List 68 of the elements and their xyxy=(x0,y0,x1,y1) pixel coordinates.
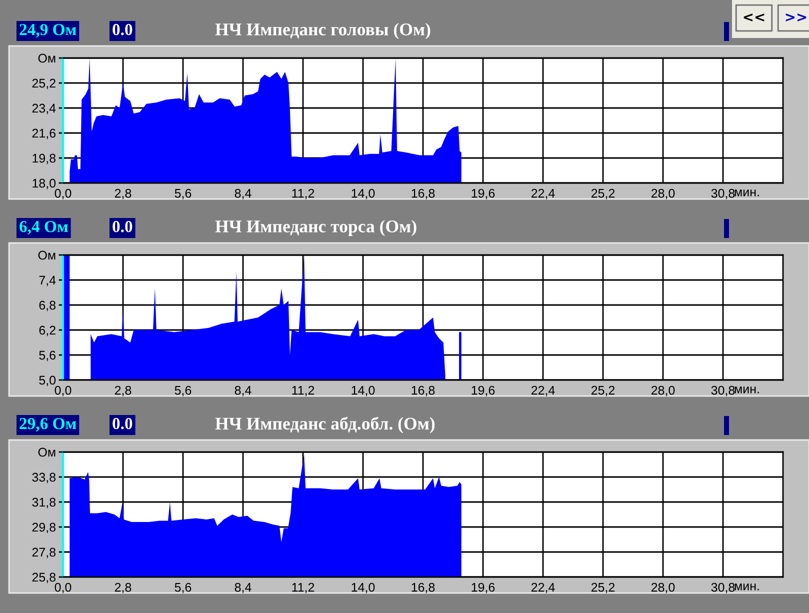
x-tick-label: 14,0 xyxy=(352,386,375,396)
x-tick-label: 2,8 xyxy=(114,386,132,396)
x-tick-label: 16,8 xyxy=(412,386,435,396)
y-tick-label: Ом xyxy=(38,250,56,260)
y-tick-label: 6,8 xyxy=(39,300,56,312)
text: 6,4 Ом xyxy=(20,220,68,235)
x-tick-label: 0,0 xyxy=(54,188,72,200)
chart-title: НЧ Импеданс головы (Ом) xyxy=(215,22,430,40)
y-tick-label: 5,6 xyxy=(39,350,56,362)
text: 0.0 xyxy=(112,418,132,430)
x-tick-label: 14,0 xyxy=(352,582,375,594)
x-tick-label: 2,8 xyxy=(114,188,132,200)
x-tick-label: 30,8 xyxy=(711,188,735,200)
x-tick-label: 28,0 xyxy=(651,582,675,594)
y-tick-label: 31,8 xyxy=(32,498,56,508)
x-tick-label: 5,6 xyxy=(174,386,192,396)
y-tick-label: 7,4 xyxy=(39,276,56,286)
x-tick-label: 25,2 xyxy=(591,188,615,200)
x-tick-label: 25,2 xyxy=(591,582,615,594)
text: >> xyxy=(786,14,806,22)
x-tick-label: 8,4 xyxy=(234,582,252,594)
x-tick-label: 16,8 xyxy=(412,582,435,594)
x-tick-label: 11,2 xyxy=(292,188,314,200)
x-axis-title: мин. xyxy=(734,386,759,394)
x-tick-label: 25,2 xyxy=(591,386,615,396)
x-tick-label: 30,8 xyxy=(711,582,735,594)
x-tick-label: 8,4 xyxy=(234,188,252,200)
text: << xyxy=(744,14,764,22)
x-tick-label: 5,6 xyxy=(174,188,192,200)
y-tick-label: 6,2 xyxy=(39,326,56,336)
x-tick-label: 19,6 xyxy=(472,386,495,396)
x-tick-label: 2,8 xyxy=(114,582,132,594)
text: 0.0 xyxy=(112,220,132,232)
x-axis-title: мин. xyxy=(734,190,759,196)
y-tick-label: 19,8 xyxy=(32,154,56,164)
y-tick-label: 29,8 xyxy=(32,522,56,534)
x-tick-label: 16,8 xyxy=(412,188,435,200)
y-tick-label: 25,8 xyxy=(32,572,56,584)
x-tick-label: 22,4 xyxy=(531,582,555,594)
x-tick-label: 11,2 xyxy=(292,582,314,594)
x-tick-label: 11,2 xyxy=(292,386,314,396)
text: 29,6 Ом xyxy=(20,418,76,432)
x-tick-label: 8,4 xyxy=(234,386,252,396)
x-tick-label: 14,0 xyxy=(352,188,375,200)
x-tick-label: 19,6 xyxy=(472,188,495,200)
chart-title: НЧ Импеданс торса (Ом) xyxy=(215,220,416,236)
x-tick-label: 0,0 xyxy=(54,386,72,396)
text: 24,9 Ом xyxy=(20,24,76,38)
text: 0.0 xyxy=(112,24,132,36)
y-tick-label: Ом xyxy=(38,448,56,457)
y-tick-label: Ом xyxy=(38,54,56,63)
x-tick-label: 19,6 xyxy=(472,582,495,594)
y-tick-label: 25,2 xyxy=(32,78,56,90)
y-tick-label: 27,8 xyxy=(32,548,56,558)
y-tick-label: 18,0 xyxy=(32,178,56,190)
y-tick-label: 33,8 xyxy=(32,472,56,484)
x-tick-label: 22,4 xyxy=(531,386,555,396)
chart-title: НЧ Импеданс абд.обл. (Ом) xyxy=(215,416,435,434)
x-tick-label: 22,4 xyxy=(531,188,555,200)
x-axis-title: мин. xyxy=(734,584,759,590)
x-tick-label: 28,0 xyxy=(651,188,675,200)
x-tick-label: 30,8 xyxy=(711,386,735,396)
x-tick-label: 28,0 xyxy=(651,386,675,396)
y-tick-label: 21,6 xyxy=(32,128,56,140)
x-tick-label: 0,0 xyxy=(54,582,72,594)
y-tick-label: 23,4 xyxy=(32,104,56,114)
y-tick-label: 5,0 xyxy=(39,376,56,386)
x-tick-label: 5,6 xyxy=(174,582,192,594)
